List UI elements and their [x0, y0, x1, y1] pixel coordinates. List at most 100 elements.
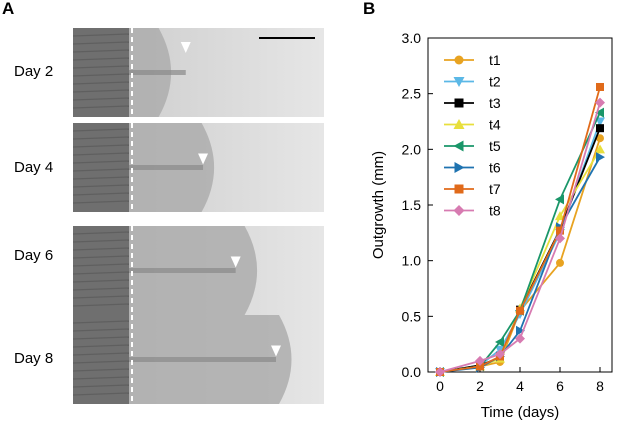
series-marker: [595, 107, 604, 118]
series-marker: [515, 333, 525, 344]
y-tick-label: 1.5: [402, 197, 422, 213]
explant-stripe: [73, 33, 130, 37]
legend-label: t2: [489, 74, 501, 90]
legend-label: t1: [489, 52, 501, 68]
explant-stripe: [73, 360, 130, 364]
explant-stripe: [73, 184, 130, 188]
series-marker: [555, 233, 565, 244]
explant-stripe: [73, 328, 130, 332]
explant-stripe: [73, 231, 130, 235]
explant-stripe: [73, 287, 130, 291]
legend-label: t8: [489, 203, 501, 219]
explant-stripe: [73, 49, 130, 53]
x-tick-label: 2: [476, 378, 484, 394]
explant-stripe: [73, 160, 130, 164]
day-label-4: Day 8: [14, 350, 54, 367]
x-tick-label: 4: [516, 378, 524, 394]
explant-stripe: [73, 320, 130, 324]
explant-stripe: [73, 392, 130, 396]
series-marker: [596, 152, 605, 163]
micrograph-day-4: [73, 123, 324, 212]
series-marker: [596, 134, 604, 143]
arrowhead-icon: [271, 345, 281, 357]
micrograph-day-6: [73, 226, 324, 315]
series-marker: [495, 349, 505, 360]
explant-stripe: [73, 192, 130, 196]
series-marker: [495, 336, 504, 347]
series-marker: [475, 355, 485, 366]
legend-label: t4: [489, 117, 501, 133]
explant-stripe: [73, 73, 130, 77]
y-tick-label: 2.0: [402, 141, 422, 157]
series-marker: [555, 211, 565, 221]
series-marker: [453, 205, 465, 216]
explant-tissue: [73, 123, 129, 212]
series-line: [439, 102, 601, 373]
explant-stripe: [73, 144, 130, 148]
series-marker: [454, 98, 464, 108]
series-marker: [435, 367, 445, 377]
arrowhead-icon: [180, 42, 191, 53]
series-marker: [454, 55, 464, 65]
explant-stripe: [73, 336, 130, 340]
y-tick-label: 1.0: [402, 253, 422, 269]
series-marker: [453, 77, 465, 87]
series-marker: [555, 194, 564, 205]
series-marker: [454, 162, 465, 173]
explant-tissue: [73, 315, 129, 404]
explant-stripe: [73, 303, 130, 307]
series-line: [439, 86, 601, 373]
x-tick-label: 8: [596, 378, 604, 394]
explant-stripe: [73, 263, 130, 267]
arrowhead-icon: [198, 153, 209, 165]
explant-stripe: [73, 81, 130, 85]
outgrowth-line-chart: 0.0 0.5 1.0 1.5 2.0 2.5 3.0 0 2 4 6 8 Time (days) Out…: [370, 30, 613, 420]
series-marker: [476, 362, 484, 371]
x-axis-title: Time (days): [481, 404, 560, 420]
explant-stripe: [73, 97, 130, 101]
series-marker: [556, 226, 564, 235]
explant-stripe: [73, 239, 130, 243]
explant-stripe: [73, 136, 130, 140]
series-marker: [516, 306, 524, 315]
micrograph-svg: [73, 123, 324, 212]
x-tick-label: 6: [556, 378, 564, 394]
explant-stripe: [73, 152, 130, 156]
day-label-2: Day 4: [14, 159, 54, 176]
arrowhead-icon: [230, 256, 241, 268]
series-marker: [595, 144, 605, 154]
x-tick-label: 0: [436, 378, 444, 394]
legend-label: t6: [489, 160, 501, 176]
y-tick-label: 0.5: [402, 308, 422, 324]
day-label-3: Day 6: [14, 247, 54, 264]
micrograph-day-2: [73, 28, 324, 117]
y-tick-label: 2.5: [402, 86, 422, 102]
explant-tissue: [73, 28, 129, 117]
series-marker: [595, 97, 605, 108]
micrograph-svg: [73, 315, 324, 404]
panel-b-letter: B: [363, 0, 376, 18]
explant-stripe: [73, 89, 130, 93]
legend-label: t3: [489, 95, 501, 111]
explant-stripe: [73, 376, 130, 380]
micrograph-svg: [73, 226, 324, 315]
plot-frame: [427, 37, 613, 373]
micrograph-svg: [73, 28, 324, 117]
series-marker: [516, 325, 525, 336]
panel-a-letter: A: [2, 0, 15, 18]
legend-label: t7: [489, 181, 501, 197]
explant-stripe: [73, 255, 130, 259]
explant-stripe: [73, 344, 130, 348]
explant-stripe: [73, 271, 130, 275]
explant-stripe: [73, 176, 130, 180]
series-marker: [596, 124, 604, 133]
explant-stripe: [73, 295, 130, 299]
explant-stripe: [73, 41, 130, 45]
explant-stripe: [73, 384, 130, 388]
series-t8: [435, 97, 605, 377]
explant-stripe: [73, 168, 130, 172]
series-marker: [454, 184, 464, 194]
explant-stripe: [73, 65, 130, 69]
explant-stripe: [73, 279, 130, 283]
explant-stripe: [73, 128, 130, 132]
